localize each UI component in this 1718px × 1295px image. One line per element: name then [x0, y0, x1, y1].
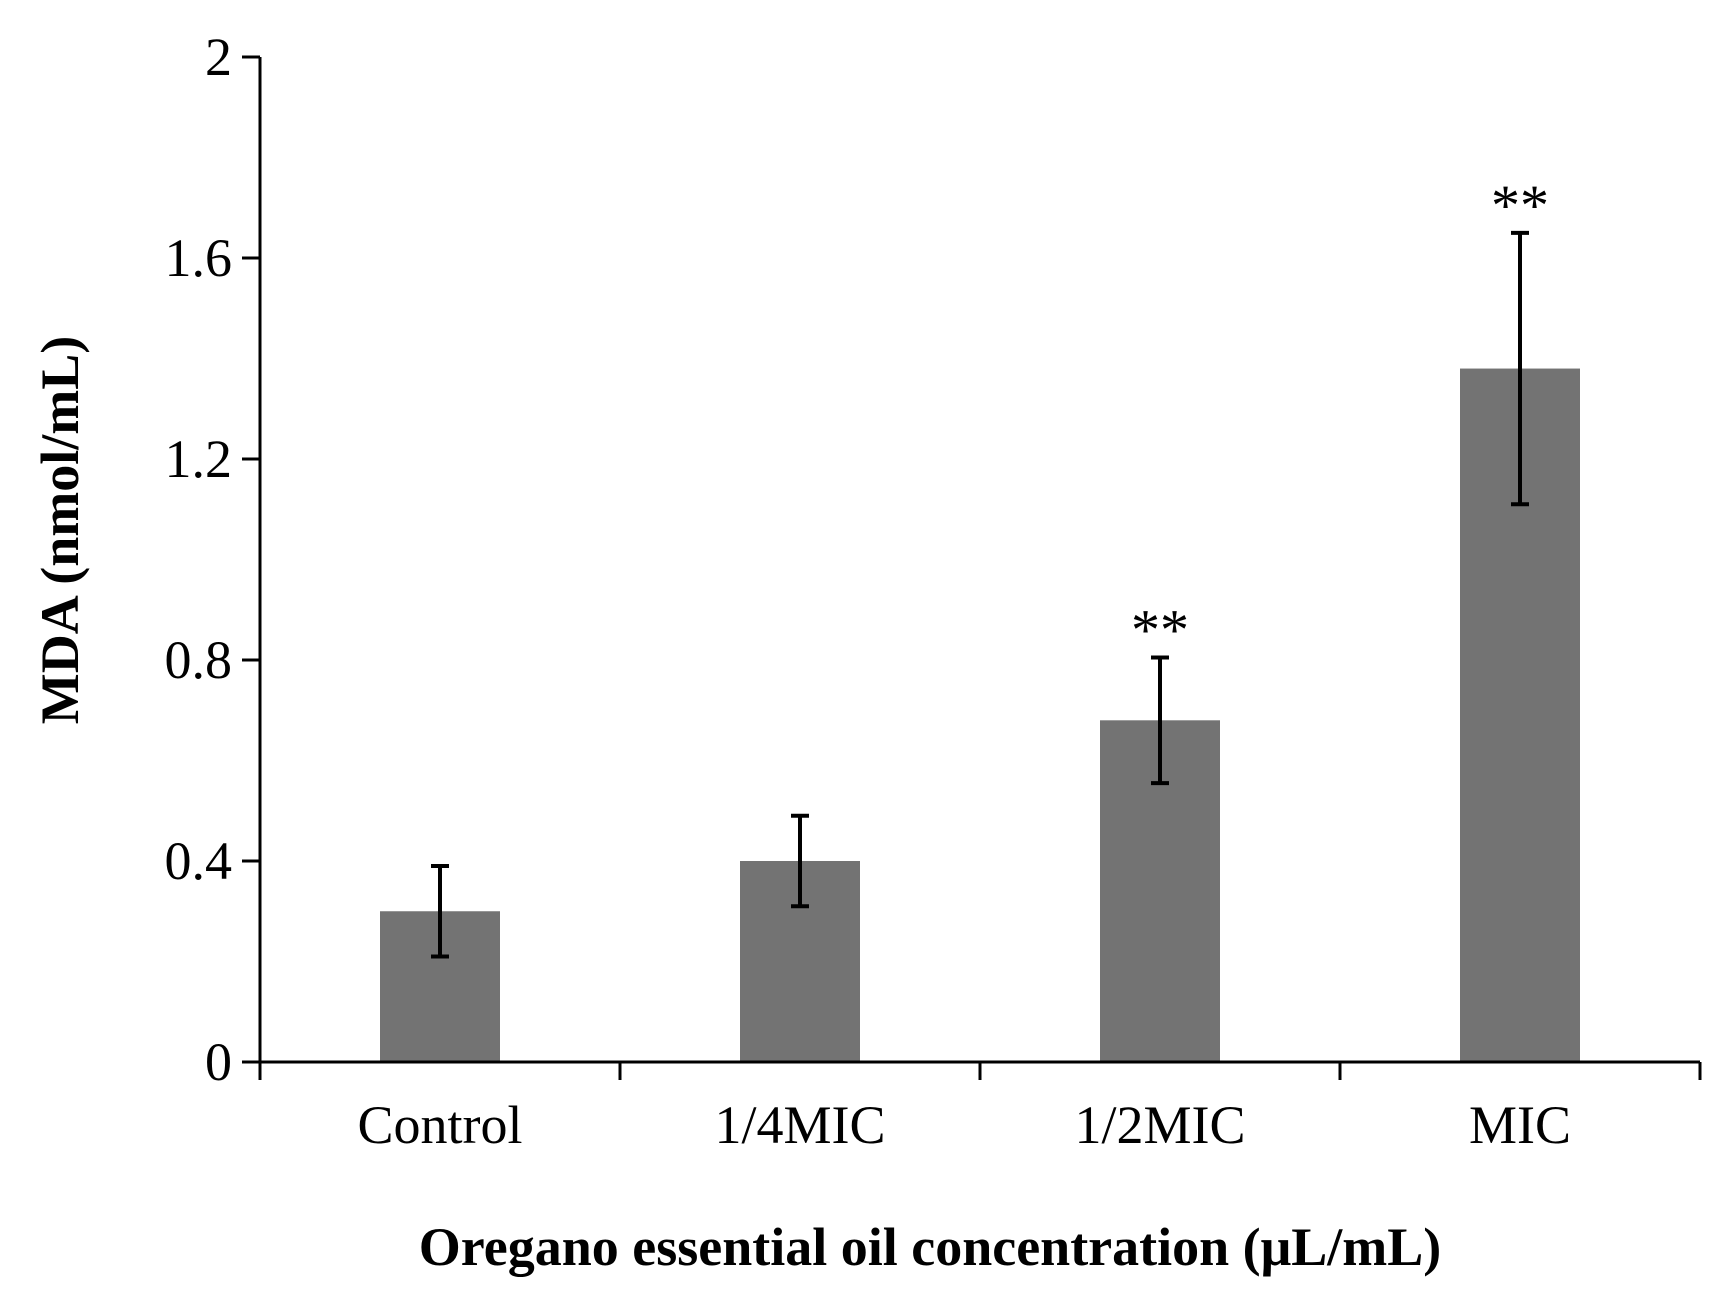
- x-axis-title: Oregano essential oil concentration (μL/…: [419, 1217, 1442, 1277]
- significance-annotation: **: [1491, 173, 1549, 238]
- x-tick-label: Control: [357, 1095, 522, 1155]
- error-bar-mic: [1511, 230, 1529, 507]
- x-tick-label: MIC: [1469, 1095, 1571, 1155]
- x-tick-label: 1/4MIC: [714, 1095, 885, 1155]
- y-tick-label: 1.6: [165, 228, 233, 288]
- significance-annotation: **: [1131, 597, 1189, 662]
- y-axis-title: MDA (nmol/mL): [30, 336, 90, 724]
- y-tick-label: 1.2: [165, 429, 233, 489]
- labels-layer: Control 1/4MIC 1/2MIC ** MIC ** 0 0.4 0.8 1.2 1.6 2: [165, 27, 1572, 1155]
- error-bar-1-2mic: [1151, 655, 1169, 786]
- y-tick-label: 0.4: [165, 831, 233, 891]
- error-bar-control: [431, 864, 449, 959]
- x-tick-label: 1/2MIC: [1074, 1095, 1245, 1155]
- y-tick-label: 0: [205, 1032, 232, 1092]
- error-bars-layer: [431, 230, 1529, 959]
- axes-layer: [242, 55, 1702, 1080]
- bars-layer: [380, 368, 1580, 1062]
- y-tick-label: 0.8: [165, 630, 233, 690]
- error-bar-1-4mic: [791, 813, 809, 909]
- y-tick-label: 2: [205, 27, 232, 87]
